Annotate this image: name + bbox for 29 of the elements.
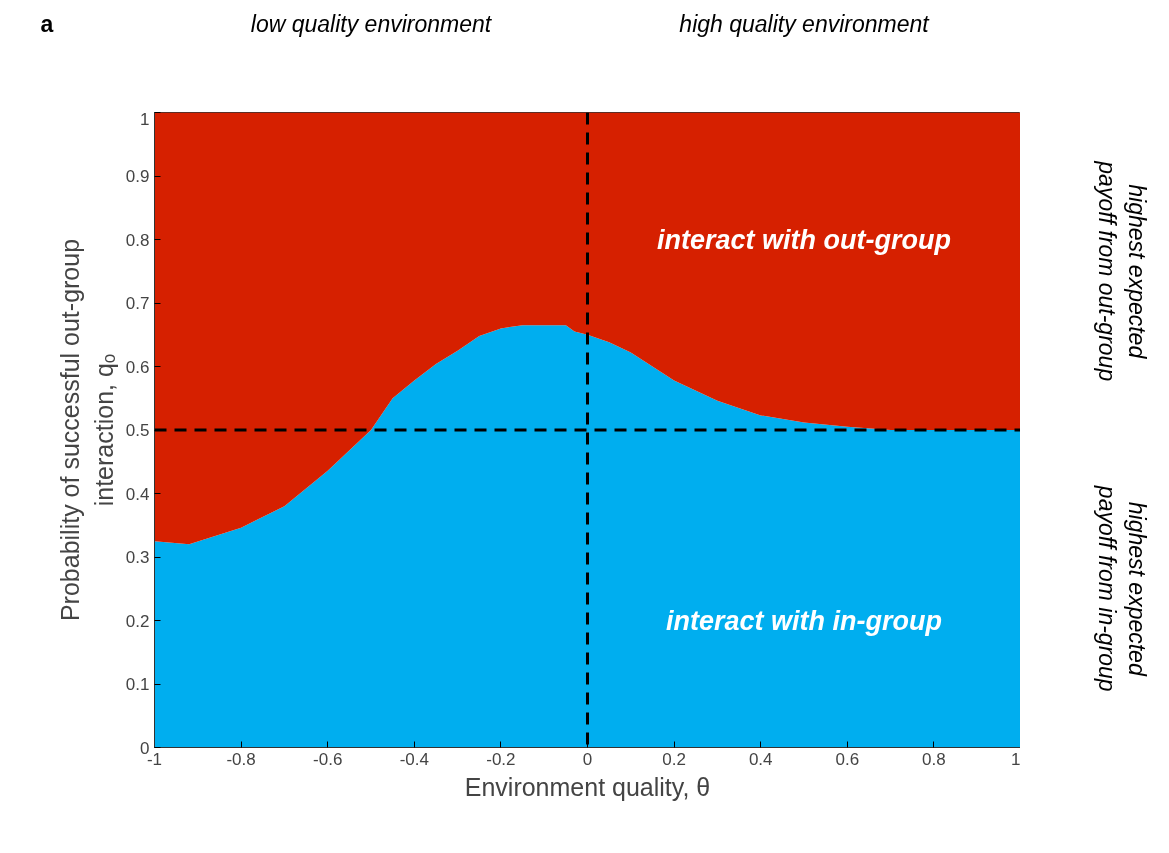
x-tick-label: 0 [582,749,593,769]
text: low quality environment [250,10,493,37]
y-tick-label: 0.7 [125,294,150,313]
y-tick-label: 0.2 [125,611,150,631]
x-tick-label: -0.2 [486,749,516,769]
x-tick-label: -0.6 [313,749,343,769]
text: highest expected payoff from out-group [1094,160,1151,382]
y-tick-label: 0.9 [125,167,150,186]
y-tick-label: 0.1 [125,675,150,694]
y-tick-label: 0.6 [125,357,150,377]
y-tick-label: 0.3 [125,548,150,567]
x-tick-label: 0.4 [748,749,773,769]
y-axis-title: Probability of successful out-group interaction, qₒ [56,238,118,622]
text: a [40,10,54,37]
series-label: interact with in-group [666,605,943,636]
x-tick-label: -0.8 [226,749,256,769]
y-tick-label: 0.5 [125,421,150,440]
x-tick-label: -0.4 [399,749,429,769]
y-tick-label: 0.8 [125,230,150,250]
x-axis-title: Environment quality, θ [464,772,711,801]
x-tick-label: 0.8 [922,749,946,769]
x-tick-label: 1 [1011,749,1021,769]
y-tick-label: 1 [140,109,150,129]
text: highest expected payoff from in-group [1094,484,1151,692]
text: high quality environment [679,10,931,37]
y-tick-label: 0.4 [125,484,150,504]
x-tick-label: 0.2 [662,749,686,769]
series-label: interact with out-group [657,224,951,255]
x-tick-label: 0.6 [835,749,860,769]
